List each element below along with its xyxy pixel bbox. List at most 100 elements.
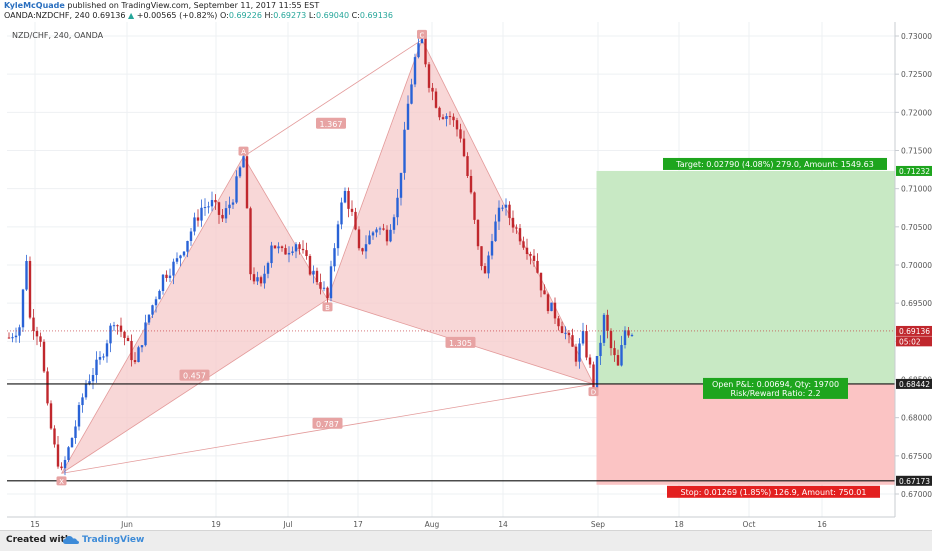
candle-body — [60, 466, 63, 469]
candle-body — [616, 355, 620, 366]
candle-body — [431, 87, 434, 92]
x-tick-label: Jul — [282, 520, 292, 529]
candle-body — [39, 336, 42, 342]
candle-body — [14, 335, 18, 338]
x-tick-label: 18 — [674, 520, 684, 529]
candle-body — [301, 248, 305, 251]
candle-body — [336, 224, 340, 249]
candle-body — [256, 277, 259, 282]
ratio-badge — [445, 336, 476, 348]
candle-body — [277, 246, 280, 249]
x-tick-label: 14 — [498, 520, 508, 529]
candle-body — [396, 197, 399, 218]
candle-body — [581, 331, 585, 344]
candle-body — [67, 447, 70, 460]
candle-body — [81, 397, 84, 406]
candle-body — [420, 37, 424, 44]
candle-body — [525, 247, 529, 255]
candle-body — [32, 317, 35, 331]
candle-body — [459, 129, 462, 139]
candle-body — [130, 340, 133, 361]
candle-body — [357, 229, 361, 249]
candle-body — [529, 254, 532, 256]
candle-body — [592, 364, 595, 388]
y-tick-label: 0.67500 — [901, 452, 932, 461]
candle-body — [105, 343, 109, 357]
candle-body — [322, 287, 326, 289]
point-label-c: C — [420, 31, 425, 39]
pattern-leg-xb — [61, 299, 328, 474]
candle-body — [371, 232, 375, 236]
candle-body — [319, 282, 322, 289]
candle-body — [158, 290, 161, 300]
x-tick-label: Sep — [591, 520, 605, 529]
x-tick-label: Jun — [120, 520, 133, 529]
point-label-b: B — [325, 304, 330, 312]
candle-body — [445, 116, 448, 119]
candle-body — [221, 214, 224, 219]
candle-body — [35, 330, 39, 337]
candle-body — [189, 231, 193, 241]
candle-body — [200, 207, 203, 221]
candle-body — [21, 289, 25, 328]
candle-body — [144, 322, 147, 346]
ratio-badge — [316, 117, 346, 129]
target-zone — [596, 170, 895, 384]
candle-body — [508, 204, 511, 218]
candle-body — [116, 325, 119, 327]
candle-body — [140, 345, 144, 348]
candle-body — [585, 331, 588, 358]
harmonic-pattern — [61, 39, 594, 474]
price-tag — [896, 336, 932, 347]
candle-body — [84, 383, 88, 398]
candle-body — [620, 345, 623, 366]
point-label-a: A — [241, 148, 246, 156]
publish-line: KyleMcQuade published on TradingView.com… — [4, 1, 319, 11]
y-tick-label: 0.72000 — [901, 108, 932, 117]
candle-body — [228, 204, 231, 209]
candle-body — [630, 334, 634, 336]
candle-body — [613, 348, 616, 356]
price-chart[interactable]: X A B C D 1.367 0.457 1.305 0.787 Target: 0.02790… — [0, 22, 932, 530]
point-label-d: D — [591, 389, 596, 397]
y-tick-label: 0.70000 — [901, 261, 932, 270]
price-tag-label: 0.67173 — [899, 477, 930, 486]
candle-body — [70, 438, 74, 448]
ohlc-open: 0.69226 — [228, 11, 262, 20]
price-tag-label: 0.68442 — [899, 380, 930, 389]
candle-body — [588, 357, 592, 365]
candle-body — [490, 241, 494, 256]
candle-body — [203, 207, 207, 209]
tradingview-brand[interactable]: TradingView — [82, 535, 145, 545]
point-badge — [322, 302, 333, 312]
candle-body — [413, 57, 417, 85]
candle-body — [77, 405, 81, 427]
candle-body — [49, 403, 53, 429]
candle-body — [165, 274, 168, 279]
candle-body — [53, 428, 56, 445]
candle-body — [389, 229, 392, 242]
candle-body — [95, 359, 98, 376]
ohlc-high-label: H: — [264, 11, 274, 20]
candle-body — [466, 156, 469, 176]
ohlc-low-label: L: — [308, 11, 316, 20]
author-link[interactable]: KyleMcQuade — [4, 1, 65, 10]
candle-body — [210, 199, 214, 207]
candle-body — [560, 326, 564, 333]
pattern-leg-bc — [327, 39, 423, 300]
candle-body — [378, 228, 382, 230]
ratio-badge — [312, 417, 343, 429]
candle-body — [595, 356, 599, 388]
candle-body — [504, 204, 508, 208]
candle-body — [42, 341, 46, 372]
candle-body — [224, 208, 228, 219]
pnl-label-text: Open P&L: 0.00694, Qty: 19700 — [712, 380, 839, 389]
price-tag — [896, 325, 932, 336]
published-text: published on TradingView.com, September … — [67, 1, 320, 10]
last-price: 0.69136 — [92, 11, 126, 20]
candle-body — [536, 260, 539, 273]
candle-body — [511, 217, 515, 228]
candle-body — [98, 357, 102, 360]
candle-body — [175, 258, 179, 262]
candle-body — [434, 91, 438, 108]
